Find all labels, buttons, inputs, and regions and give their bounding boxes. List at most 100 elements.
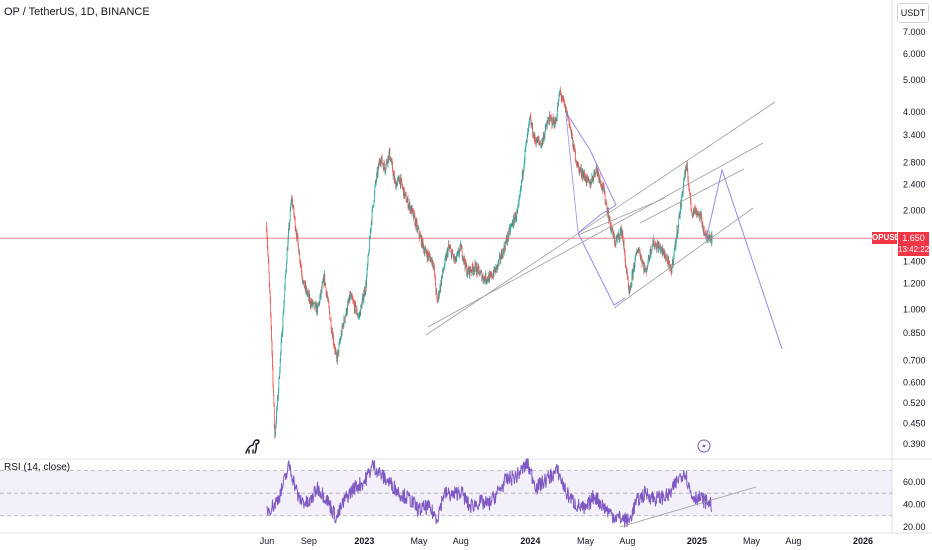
- candle-body: [411, 206, 413, 215]
- candle-body: [667, 260, 669, 266]
- candle-body: [591, 182, 592, 185]
- candle-body: [658, 244, 660, 248]
- candle-body: [708, 237, 710, 240]
- trend-channel-line: [425, 101, 776, 336]
- candle-body: [607, 211, 609, 217]
- candle-body: [441, 276, 443, 284]
- candle-body: [596, 168, 598, 174]
- candle-body: [340, 332, 342, 339]
- candle-body: [659, 246, 660, 248]
- candle-body: [391, 161, 393, 164]
- candle-body: [372, 205, 374, 207]
- candle-body: [491, 272, 493, 278]
- candle-body: [538, 139, 540, 142]
- candle-body: [268, 255, 269, 263]
- candle-body: [279, 358, 281, 372]
- candle-body: [458, 250, 459, 255]
- candle-body: [484, 278, 486, 282]
- candle-body: [629, 286, 631, 290]
- candle-body: [283, 312, 284, 316]
- candle-body: [525, 140, 527, 145]
- candle-body: [412, 210, 414, 212]
- candle-body: [322, 281, 324, 283]
- candle-body: [528, 124, 529, 129]
- candle-body: [448, 244, 449, 249]
- candle-body: [401, 179, 403, 184]
- candle-body: [641, 258, 643, 264]
- currency-button[interactable]: USDT: [897, 3, 929, 23]
- candle-body: [499, 254, 501, 256]
- candle-body: [375, 180, 377, 182]
- candle-body: [445, 256, 447, 258]
- candle-body: [352, 298, 353, 300]
- candle-body: [293, 206, 295, 215]
- candle-body: [345, 308, 347, 315]
- candle-body: [392, 171, 394, 177]
- candle-body: [314, 302, 316, 308]
- candle-body: [323, 277, 324, 282]
- candle-body: [670, 267, 672, 273]
- candle-body: [535, 142, 537, 145]
- candle-body: [397, 179, 398, 183]
- candle-body: [475, 263, 477, 272]
- candle-body: [473, 270, 475, 272]
- candle-body: [456, 254, 458, 259]
- candle-body: [395, 183, 397, 190]
- candle-body: [623, 242, 625, 250]
- time-tick-label: Jun: [260, 536, 275, 546]
- candle-body: [693, 207, 695, 212]
- candle-body: [535, 140, 537, 145]
- candle-body: [393, 173, 394, 177]
- candle-body: [550, 116, 551, 119]
- candle-body: [496, 265, 498, 270]
- candle-body: [298, 252, 300, 255]
- candle-body: [373, 200, 375, 206]
- candle-body: [360, 304, 362, 306]
- candle-body: [624, 251, 626, 260]
- candle-body: [394, 179, 396, 182]
- candle-body: [653, 239, 655, 246]
- candle-body: [645, 268, 647, 270]
- candle-body: [281, 334, 283, 337]
- candle-body: [661, 247, 662, 251]
- candle-body: [698, 213, 700, 215]
- candle-body: [557, 105, 559, 111]
- time-tick-label: May: [577, 536, 595, 546]
- candle-body: [425, 248, 427, 250]
- candle-body: [572, 146, 574, 150]
- candle-body: [469, 267, 471, 276]
- candle-body: [438, 292, 440, 297]
- candle-body: [640, 256, 642, 260]
- candle-body: [369, 237, 371, 239]
- dinosaur-outline: [245, 439, 260, 454]
- candle-body: [416, 220, 418, 223]
- candle-body: [374, 186, 376, 192]
- candle-body: [506, 238, 508, 242]
- candle-body: [531, 124, 533, 128]
- candle-body: [597, 171, 599, 174]
- candle-body: [298, 242, 299, 252]
- candle-body: [510, 225, 512, 228]
- candle-body: [407, 197, 408, 201]
- candle-body: [417, 227, 418, 230]
- candle-body: [384, 171, 386, 172]
- candle-body: [266, 230, 268, 239]
- candle-body: [286, 263, 287, 270]
- candle-body: [679, 213, 681, 218]
- candle-body: [454, 255, 455, 261]
- candle-body: [569, 124, 570, 126]
- candle-body: [458, 254, 460, 256]
- candle-body: [299, 252, 301, 261]
- candle-body: [525, 144, 527, 148]
- candle-body: [644, 269, 646, 271]
- candle-body: [420, 236, 422, 246]
- candle-body: [564, 101, 565, 105]
- candle-body: [545, 125, 547, 127]
- price-tick-label: 1.000: [903, 305, 926, 315]
- candle-body: [569, 124, 571, 128]
- candle-body: [508, 235, 509, 239]
- candle-body: [466, 274, 468, 276]
- candle-body: [394, 179, 396, 183]
- candle-body: [590, 181, 591, 187]
